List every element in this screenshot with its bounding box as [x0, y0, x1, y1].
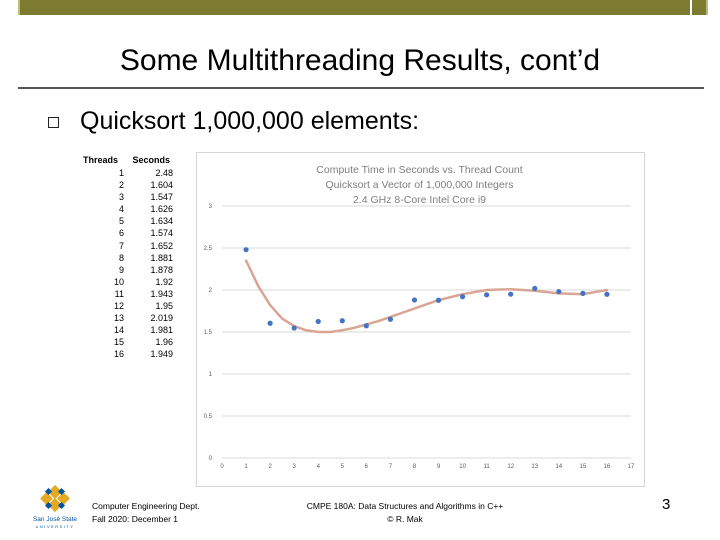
- header-threads: Threads: [83, 155, 119, 165]
- title-divider: [18, 87, 704, 89]
- table-row: 5 1.634: [80, 215, 180, 227]
- header-seconds: Seconds: [132, 155, 171, 165]
- table-row: 3 1.547: [80, 191, 180, 203]
- cell-threads: 11: [114, 288, 124, 299]
- svg-text:UNIVERSITY: UNIVERSITY: [35, 524, 74, 529]
- top-bar-square: [690, 0, 706, 15]
- cell-threads: 6: [118, 228, 124, 239]
- cell-seconds: 1.547: [150, 192, 173, 203]
- table-row: 15 1.96: [80, 336, 180, 348]
- table-row: 2 1.604: [80, 179, 180, 191]
- cell-threads: 14: [113, 325, 124, 336]
- bullet-square-icon: [48, 117, 59, 128]
- footer-dept-line: Computer Engineering Dept.: [92, 501, 200, 511]
- cell-threads: 5: [118, 216, 124, 227]
- table-row: 1 2.48: [80, 167, 180, 179]
- footer-department: Computer Engineering Dept. Fall 2020: De…: [92, 500, 200, 526]
- table-row: 10 1.92: [80, 276, 180, 288]
- table-row: 16 1.949: [80, 348, 180, 360]
- table-row: 13 2.019: [80, 312, 180, 324]
- cell-seconds: 1.981: [150, 325, 173, 336]
- cell-seconds: 1.626: [150, 204, 173, 215]
- chart-title-line-3: 2.4 GHz 8-Core Intel Core i9: [352, 194, 487, 206]
- cell-threads: 2: [118, 180, 124, 191]
- cell-threads: 7: [118, 240, 124, 251]
- table-row: 9 1.878: [80, 264, 180, 276]
- cell-seconds: 1.95: [155, 301, 173, 312]
- top-decorative-bar: [18, 0, 708, 15]
- table-header: Threads Seconds: [80, 155, 180, 167]
- cell-seconds: 1.574: [150, 228, 173, 239]
- cell-threads: 12: [113, 301, 124, 312]
- table-row: 8 1.881: [80, 252, 180, 264]
- svg-text:San José State: San José State: [33, 516, 77, 523]
- cell-threads: 4: [118, 204, 124, 215]
- university-logo: San José State UNIVERSITY: [33, 485, 77, 529]
- cell-threads: 9: [118, 264, 124, 275]
- footer-author-line: © R. Mak: [387, 514, 423, 524]
- table-row: 11 1.943: [80, 288, 180, 300]
- cell-seconds: 1.96: [155, 337, 173, 348]
- cell-seconds: 1.943: [150, 288, 173, 299]
- table-row: 12 1.95: [80, 300, 180, 312]
- table-row: 14 1.981: [80, 324, 180, 336]
- cell-seconds: 1.878: [150, 264, 173, 275]
- footer-course-line: CMPE 180A: Data Structures and Algorithm…: [306, 501, 504, 511]
- cell-seconds: 2.48: [155, 168, 173, 178]
- chart-title-line-2: Quicksort a Vector of 1,000,000 Integers: [325, 179, 514, 191]
- footer-course: CMPE 180A: Data Structures and Algorithm…: [270, 500, 540, 526]
- footer-date-line: Fall 2020: December 1: [92, 514, 178, 524]
- cell-threads: 13: [113, 313, 124, 324]
- cell-threads: 1: [118, 168, 124, 178]
- bullet-text: Quicksort 1,000,000 elements:: [80, 107, 420, 135]
- chart-title-line-1: Compute Time in Seconds vs. Thread Count: [316, 164, 523, 176]
- cell-seconds: 1.881: [150, 252, 173, 263]
- table-row: 6 1.574: [80, 227, 180, 239]
- table-row: 7 1.652: [80, 240, 180, 252]
- cell-threads: 15: [113, 337, 124, 348]
- table-row: 4 1.626: [80, 203, 180, 215]
- cell-threads: 8: [118, 252, 124, 263]
- results-table: Threads Seconds 1 2.48 2 1.604 3 1.547 4 1.626 5…: [80, 155, 180, 361]
- cell-seconds: 1.634: [150, 216, 173, 227]
- slide-title: Some Multithreading Results, cont’d: [119, 44, 601, 77]
- cell-threads: 16: [113, 349, 124, 360]
- cell-seconds: 1.604: [150, 180, 173, 191]
- cell-seconds: 2.019: [150, 313, 173, 324]
- cell-seconds: 1.652: [150, 240, 173, 251]
- cell-threads: 3: [118, 192, 124, 203]
- cell-threads: 10: [113, 276, 124, 287]
- cell-seconds: 1.949: [150, 349, 173, 360]
- page-number: 3: [662, 496, 671, 513]
- cell-seconds: 1.92: [155, 276, 173, 287]
